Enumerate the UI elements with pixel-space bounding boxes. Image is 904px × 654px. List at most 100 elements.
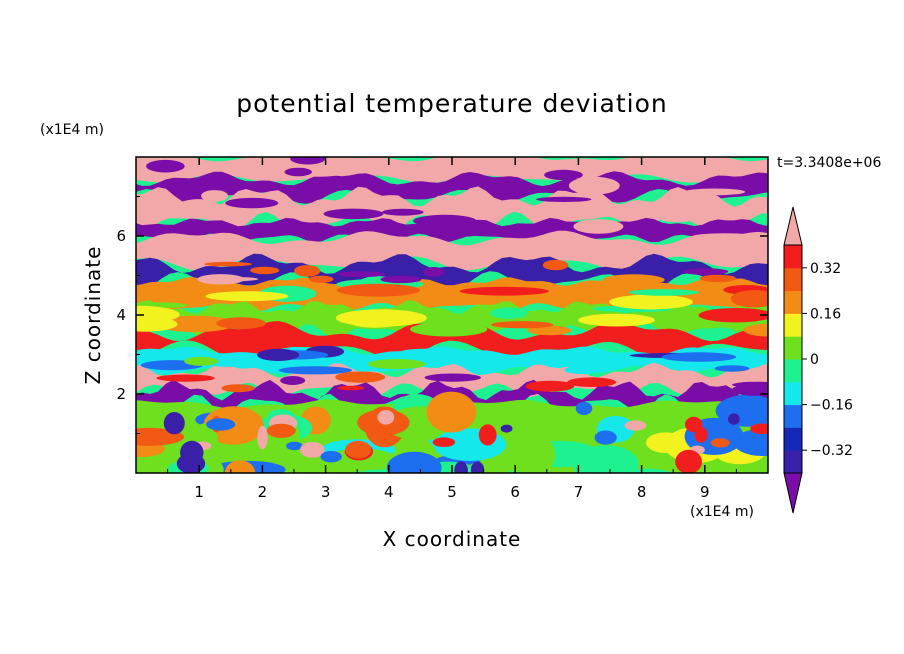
- contour-eddy: [490, 307, 528, 319]
- contour-eddy: [303, 225, 338, 238]
- contour-eddy: [675, 449, 702, 473]
- contour-eddy: [257, 348, 300, 361]
- contour-eddy: [300, 441, 325, 458]
- colorbar-extend-low: [783, 472, 803, 514]
- contour-eddy: [728, 413, 740, 425]
- x-axis-ticks: 1 2 3 4 5 6 7 8 9: [167, 157, 737, 501]
- contour-eddy: [568, 176, 620, 195]
- contour-eddy: [221, 384, 255, 393]
- contour-eddy: [380, 275, 422, 284]
- contour-eddy: [345, 440, 372, 459]
- contour-eddy: [280, 376, 306, 385]
- y-tick-label: 4: [116, 306, 126, 324]
- x-tick-label: 4: [384, 483, 394, 501]
- colorbar-segment: [784, 267, 802, 292]
- x-tick-label: 1: [194, 483, 204, 501]
- contour-eddy: [337, 385, 365, 391]
- contour-eddy: [527, 325, 572, 336]
- contour-eddy: [335, 371, 386, 383]
- x-tick-label: 9: [700, 483, 710, 501]
- x-axis-label: X coordinate: [383, 527, 522, 551]
- contour-eddy: [155, 315, 236, 333]
- contour-eddy: [564, 365, 602, 375]
- contour-eddy: [225, 197, 279, 209]
- contour-eddy: [257, 425, 268, 450]
- chart-title: potential temperature deviation: [236, 89, 667, 118]
- colorbar-tick-label: 0.32: [810, 261, 841, 277]
- colorbar-segment: [784, 427, 802, 451]
- colorbar-segment: [784, 290, 802, 314]
- y-axis-ticks: 2 4 6: [116, 196, 768, 434]
- contour-eddy: [156, 374, 215, 382]
- contour-eddy: [413, 214, 477, 228]
- colorbar-extend-high: [783, 206, 803, 246]
- contour-eddy: [286, 441, 303, 451]
- contour-eddy: [250, 266, 280, 275]
- contour-eddy: [336, 283, 420, 297]
- contour-plot-area: [136, 157, 768, 473]
- contour-eddy: [216, 317, 266, 330]
- x-tick-label: 8: [637, 483, 647, 501]
- contour-eddy: [616, 203, 669, 210]
- y-tick-label: 6: [116, 227, 126, 245]
- contour-eddy: [309, 275, 334, 283]
- x-tick-label: 3: [321, 483, 331, 501]
- contour-eddy: [205, 291, 289, 302]
- contour-eddy: [136, 305, 180, 324]
- contour-eddy: [692, 233, 758, 241]
- contour-eddy: [351, 318, 399, 328]
- contour-eddy: [410, 322, 488, 337]
- x-tick-label: 5: [447, 483, 457, 501]
- contour-eddy: [525, 380, 575, 392]
- y-tick-label: 2: [116, 385, 126, 403]
- contour-eddy: [278, 366, 353, 375]
- contour-eddy: [224, 460, 256, 473]
- contour-eddy: [178, 199, 219, 213]
- colorbar-segment: [784, 359, 802, 383]
- contour-eddy: [710, 438, 730, 448]
- contour-eddy: [544, 169, 583, 181]
- contour-eddy: [184, 356, 219, 366]
- contour-eddy: [628, 289, 699, 296]
- contour-eddy: [557, 202, 610, 210]
- contour-eddy: [432, 437, 456, 448]
- contour-eddy: [180, 440, 204, 465]
- contour-eddy: [661, 352, 737, 362]
- y-axis-label: Z coordinate: [81, 246, 105, 385]
- contour-eddy: [423, 267, 445, 277]
- colorbar-tick-label: −0.16: [810, 398, 853, 414]
- x-tick-label: 2: [258, 483, 268, 501]
- colorbar-segment: [784, 245, 802, 269]
- contour-eddy: [743, 323, 768, 337]
- contour-eddy: [294, 265, 321, 277]
- contour-eddy: [323, 208, 384, 220]
- contour-eddy: [470, 461, 485, 473]
- contour-eddy: [336, 271, 386, 278]
- x-tick-label: 6: [510, 483, 520, 501]
- contour-eddy: [575, 401, 593, 416]
- contour-eddy: [386, 451, 442, 473]
- contour-eddy: [284, 167, 312, 177]
- colorbar-segment: [784, 336, 802, 360]
- contour-eddy: [730, 290, 768, 308]
- contour-eddy: [206, 418, 236, 431]
- colorbar: 0.32 0.16 0 −0.16 −0.32: [783, 206, 853, 514]
- contour-eddy: [578, 313, 655, 327]
- time-label: t=3.3408e+06: [777, 155, 881, 171]
- contour-eddy: [698, 308, 768, 323]
- contour-eddy: [204, 261, 253, 267]
- contour-eddy: [426, 391, 477, 433]
- colorbar-segment: [784, 381, 802, 406]
- contour-eddy: [397, 348, 457, 358]
- colorbar-segment: [784, 450, 802, 474]
- contour-eddy: [377, 410, 395, 425]
- contour-eddy: [163, 412, 185, 435]
- contour-eddy: [216, 277, 259, 282]
- contour-eddy: [682, 268, 729, 275]
- contour-eddy: [657, 211, 698, 223]
- contour-eddy: [542, 259, 569, 271]
- contour-eddy: [146, 159, 185, 173]
- contour-eddy: [750, 423, 768, 435]
- contour-eddy: [567, 377, 617, 388]
